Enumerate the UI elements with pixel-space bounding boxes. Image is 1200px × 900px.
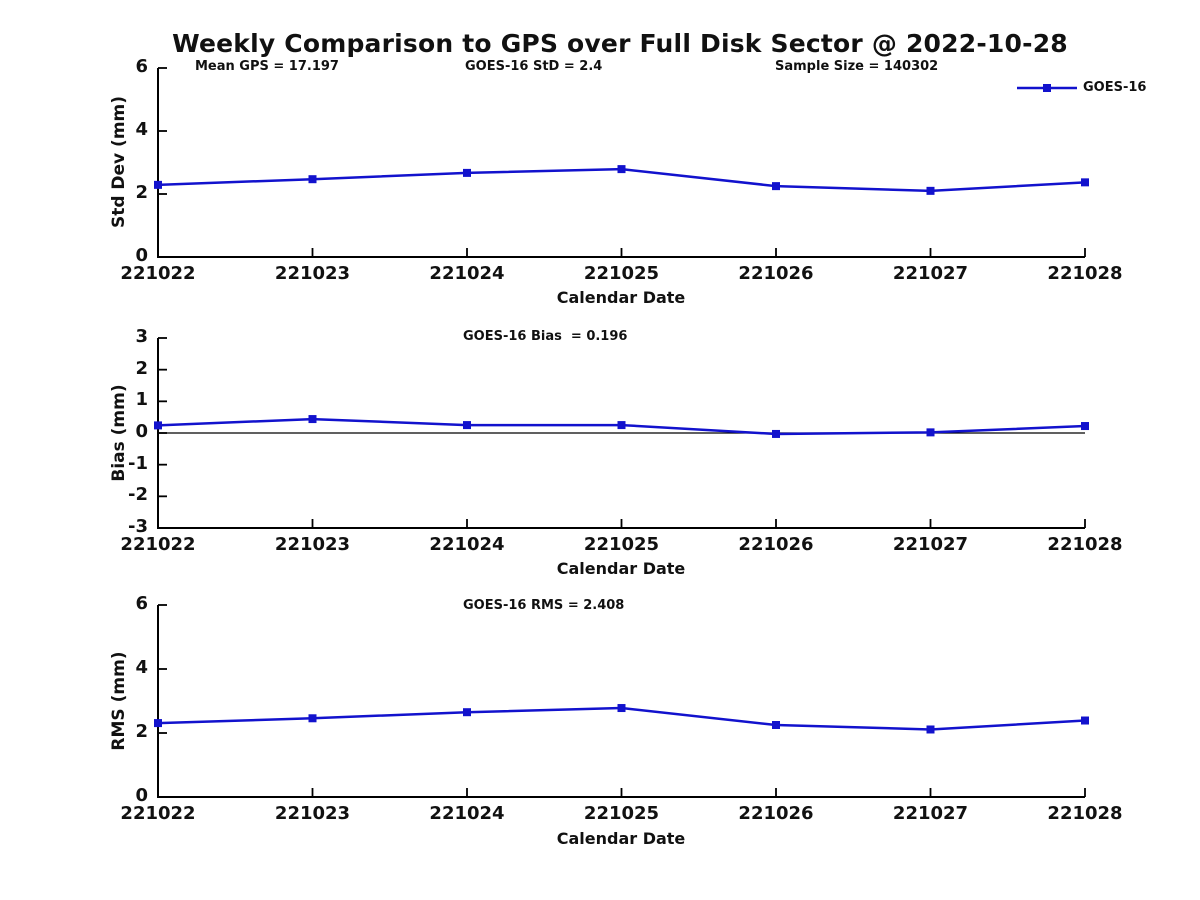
data-point-marker	[308, 175, 317, 184]
annotation-goes16-std: GOES-16 StD = 2.4	[465, 59, 603, 74]
x-tick-label: 221028	[1047, 803, 1123, 824]
x-tick-label: 221027	[892, 534, 969, 555]
x-tick-label: 221025	[583, 534, 660, 555]
x-tick-label: 221028	[1047, 263, 1123, 284]
x-tick-label: 221024	[429, 534, 505, 555]
x-tick-label: 221022	[120, 263, 196, 284]
x-tick-label: 221025	[583, 803, 660, 824]
x-tick-label: 221023	[274, 263, 351, 284]
y-tick-label: -1	[128, 452, 148, 474]
y-tick-label: -2	[128, 484, 148, 506]
data-point-marker	[772, 429, 780, 438]
y-tick-label: 2	[135, 182, 148, 203]
annotation-sample-size: Sample Size = 140302	[775, 59, 939, 74]
y-tick-label: 6	[135, 593, 148, 614]
data-point-marker	[154, 719, 162, 728]
data-point-marker	[617, 421, 626, 430]
y-tick-label: 2	[135, 357, 148, 379]
data-point-marker	[308, 714, 317, 723]
data-point-marker	[617, 165, 626, 174]
y-tick-label: 3	[135, 326, 148, 347]
x-tick-label: 221026	[738, 534, 814, 555]
data-point-marker	[926, 725, 935, 734]
x-axis-label-calendar-date-2: Calendar Date	[556, 559, 686, 578]
data-point-marker	[1081, 422, 1089, 431]
y-tick-label: 4	[135, 119, 148, 140]
y-tick-label: 1	[135, 389, 148, 411]
y-tick-label: 0	[135, 785, 148, 806]
y-tick-label: 0	[135, 421, 148, 442]
y-tick-label: 4	[135, 657, 148, 678]
data-point-marker	[1081, 178, 1089, 187]
x-tick-label: 221027	[892, 803, 969, 824]
x-axis-label-calendar-date-1: Calendar Date	[556, 288, 686, 307]
x-tick-label: 221025	[583, 263, 660, 284]
x-tick-label: 221023	[274, 534, 351, 555]
x-tick-label: 221022	[120, 534, 196, 555]
y-tick-label: -3	[128, 516, 148, 537]
x-tick-label: 221024	[429, 263, 505, 284]
data-point-marker	[1081, 716, 1089, 725]
x-tick-label: 221023	[274, 803, 351, 824]
chart-title: Weekly Comparison to GPS over Full Disk …	[172, 29, 1068, 58]
x-tick-label: 221022	[120, 803, 196, 824]
data-point-marker	[463, 421, 471, 430]
x-tick-label: 221026	[738, 263, 814, 284]
y-axis-label-bias: Bias (mm)	[109, 384, 129, 482]
data-point-marker	[463, 168, 471, 177]
x-tick-label: 221026	[738, 803, 814, 824]
y-tick-label: 6	[135, 56, 148, 77]
legend-marker-sample	[1043, 84, 1051, 92]
data-point-marker	[154, 421, 162, 430]
data-point-marker	[308, 415, 317, 424]
data-point-marker	[154, 180, 162, 189]
annotation-mean-gps: Mean GPS = 17.197	[195, 59, 339, 74]
data-point-marker	[926, 186, 935, 195]
y-axis-label-rms: RMS (mm)	[109, 651, 129, 751]
data-point-marker	[926, 428, 935, 437]
y-tick-label: 2	[135, 721, 148, 742]
annotation-goes16-bias: GOES-16 Bias = 0.196	[463, 329, 628, 344]
axis-frame	[157, 605, 1085, 798]
axis-frame	[157, 68, 1085, 258]
x-tick-label: 221027	[892, 263, 969, 284]
x-tick-label: 221024	[429, 803, 505, 824]
legend-label-goes16: GOES-16	[1083, 80, 1147, 95]
annotation-goes16-rms: GOES-16 RMS = 2.408	[463, 598, 625, 613]
y-tick-label: 0	[135, 245, 148, 266]
x-axis-label-calendar-date-3: Calendar Date	[556, 829, 686, 848]
x-tick-label: 221028	[1047, 534, 1123, 555]
data-point-marker	[463, 708, 471, 717]
data-point-marker	[617, 704, 626, 713]
data-point-marker	[772, 182, 780, 191]
y-axis-label-std-dev: Std Dev (mm)	[109, 95, 129, 229]
data-point-marker	[772, 721, 780, 729]
